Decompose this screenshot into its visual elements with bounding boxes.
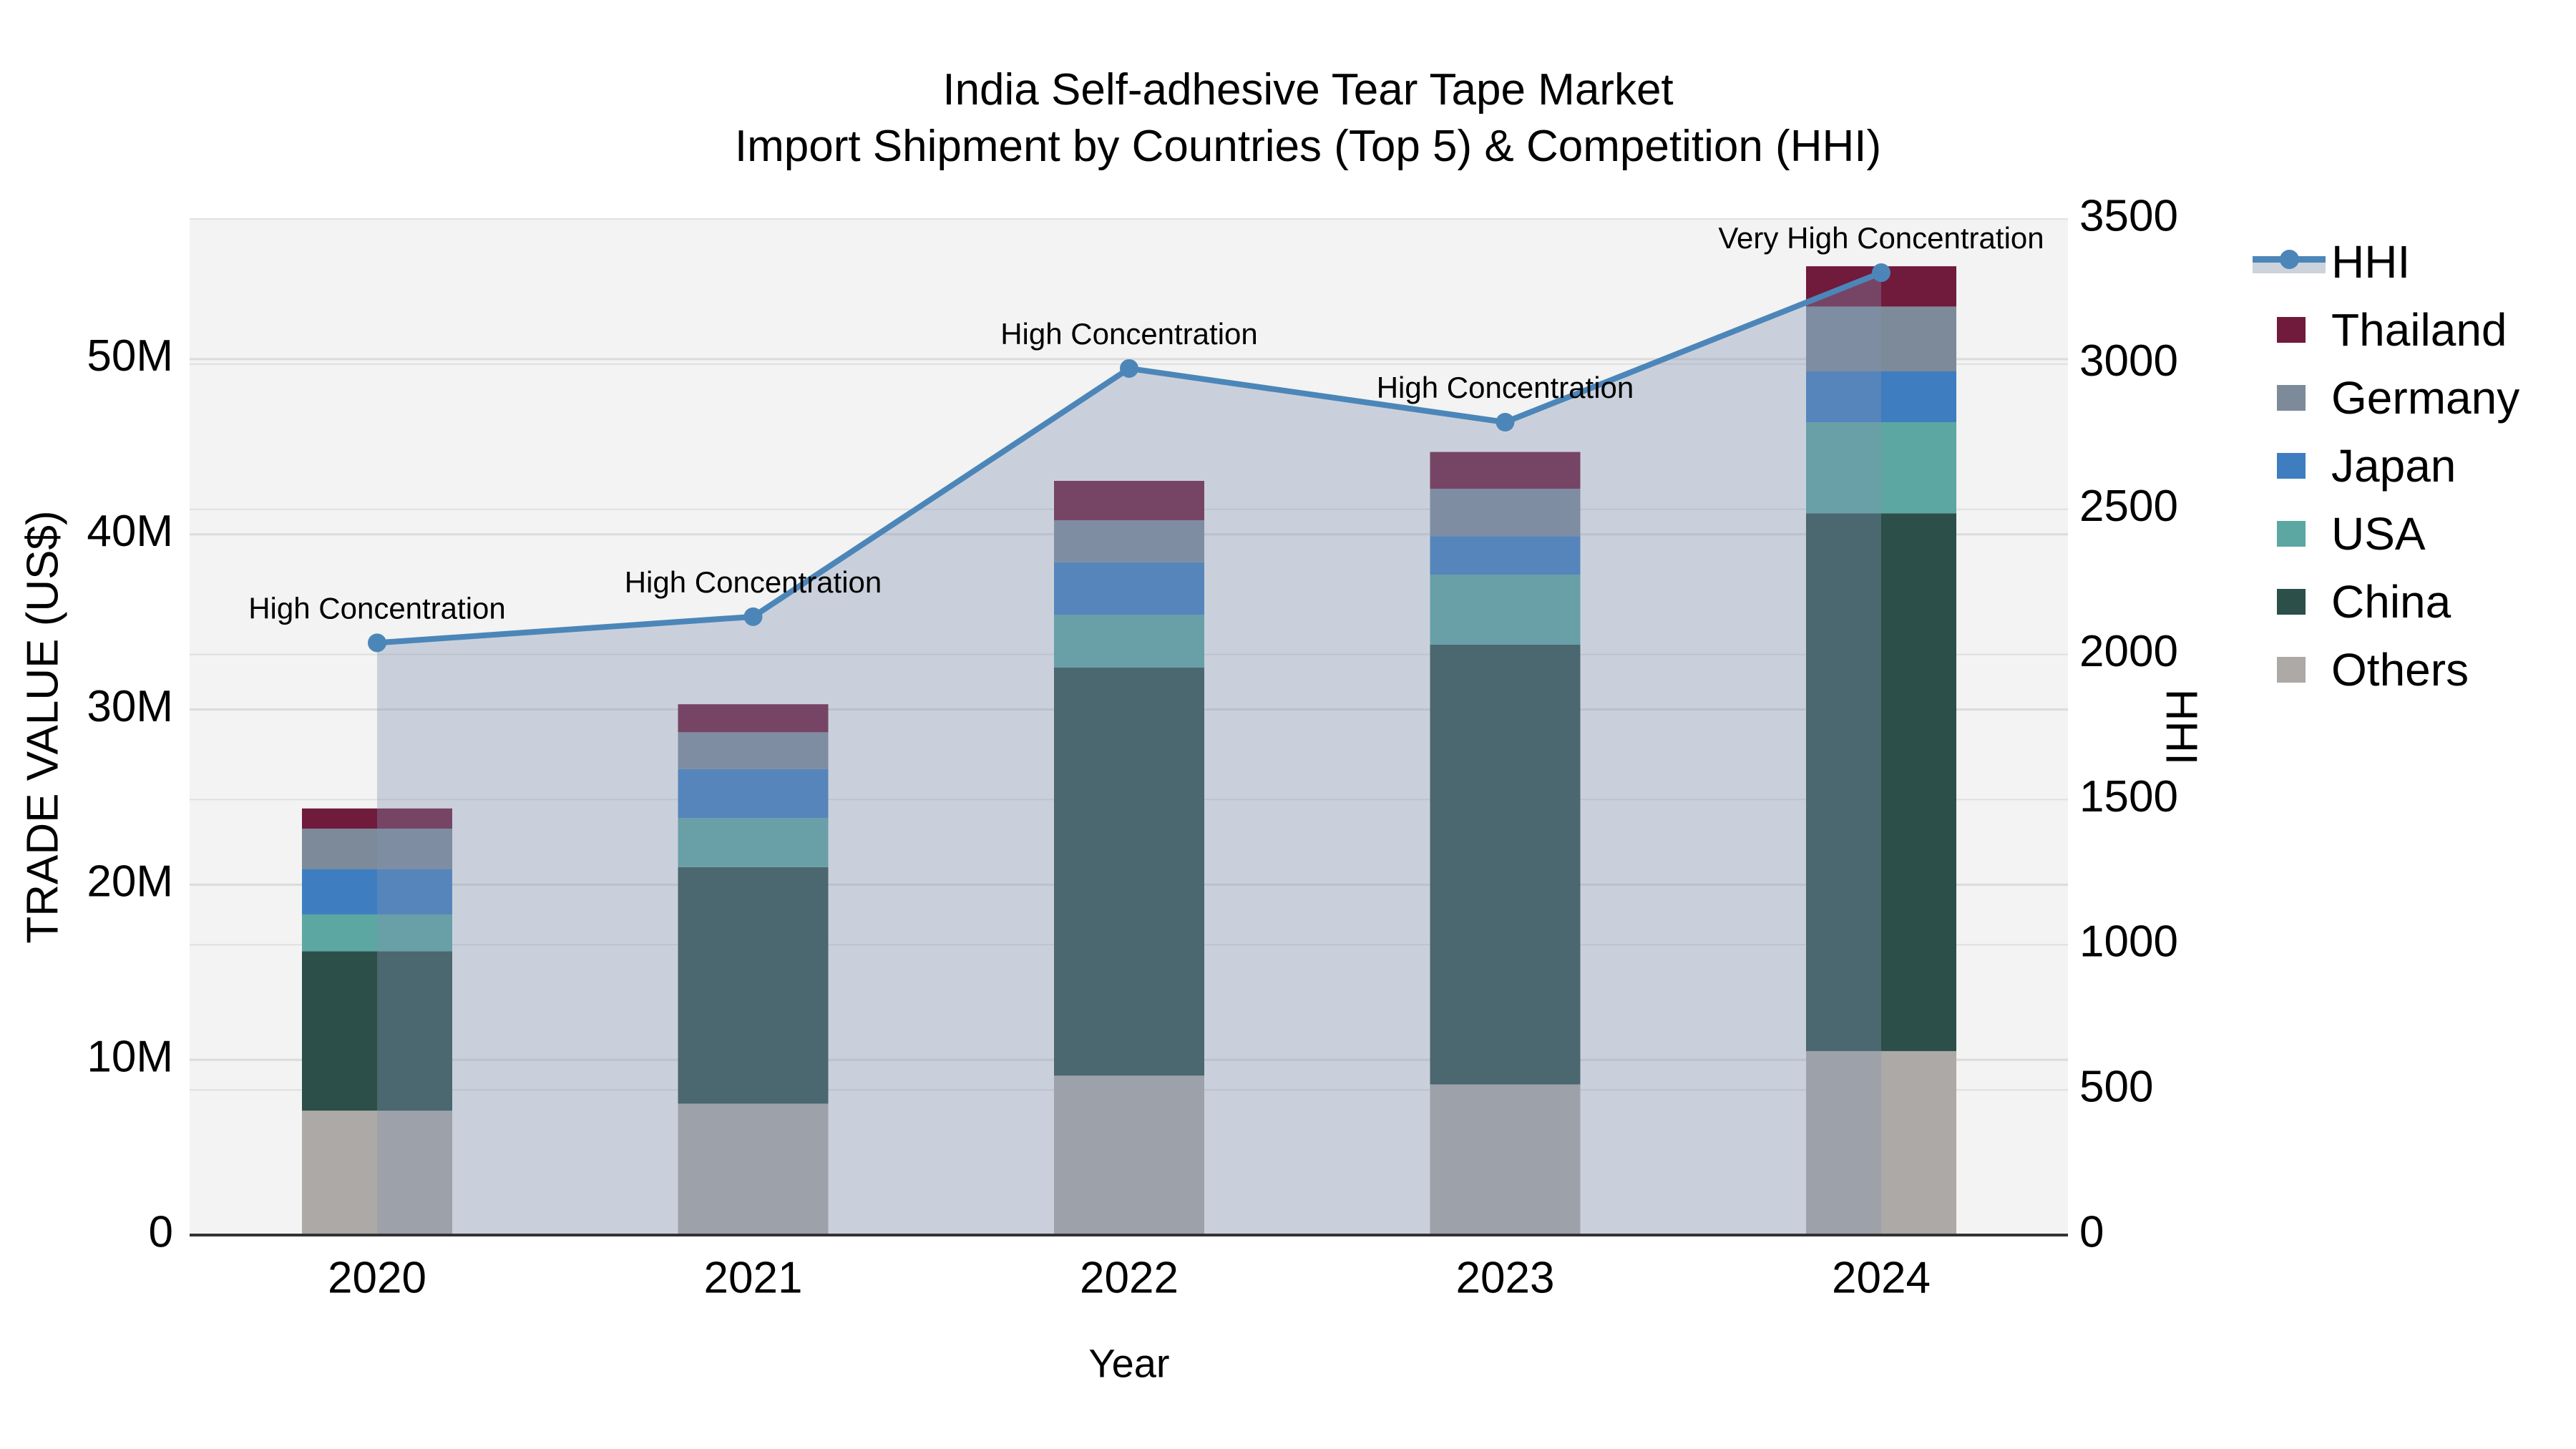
bar-segment-japan-2022[interactable] — [1054, 562, 1204, 615]
bar-segment-china-2022[interactable] — [1054, 667, 1204, 1076]
bar-segment-china-2024[interactable] — [1806, 513, 1956, 1051]
y-left-tick-30M: 30M — [87, 682, 173, 731]
bar-segment-usa-2022[interactable] — [1054, 615, 1204, 668]
annotation-2023: High Concentration — [1377, 371, 1634, 404]
y-left-tick-10M: 10M — [87, 1033, 173, 1082]
x-tick-2023: 2023 — [1456, 1253, 1555, 1302]
hhi-marker-2021[interactable] — [743, 607, 763, 626]
y-left-tick-40M: 40M — [87, 507, 173, 556]
bar-segment-germany-2022[interactable] — [1054, 520, 1204, 562]
legend-label-germany: Germany — [2331, 371, 2520, 424]
legend-label-usa: USA — [2331, 507, 2426, 560]
bar-segment-germany-2021[interactable] — [678, 732, 829, 769]
legend-label-china: China — [2331, 575, 2451, 628]
bar-segment-japan-2020[interactable] — [302, 869, 452, 914]
legend-label-others: Others — [2331, 643, 2469, 696]
legend-swatch-germany — [2277, 384, 2306, 411]
y-axis-title-left: TRADE VALUE (US$) — [18, 510, 68, 944]
y-right-tick-3500: 3500 — [2079, 191, 2178, 240]
annotation-2020: High Concentration — [248, 591, 506, 625]
legend-label-thailand: Thailand — [2331, 303, 2507, 356]
legend-item-usa[interactable]: USA — [2253, 499, 2519, 567]
y-right-tick-1500: 1500 — [2079, 772, 2178, 821]
y-left-tick-0: 0 — [149, 1207, 173, 1257]
bar-segment-others-2020[interactable] — [302, 1111, 452, 1235]
bar-segment-germany-2024[interactable] — [1806, 306, 1956, 371]
legend-item-others[interactable]: Others — [2253, 635, 2519, 703]
hhi-marker-2022[interactable] — [1120, 358, 1138, 378]
bar-segment-usa-2020[interactable] — [302, 914, 452, 952]
bar-segment-japan-2024[interactable] — [1806, 371, 1956, 422]
legend-swatch-others — [2277, 656, 2306, 683]
legend-item-thailand[interactable]: Thailand — [2253, 296, 2519, 364]
bar-segment-others-2021[interactable] — [678, 1103, 829, 1235]
bar-segment-japan-2021[interactable] — [678, 769, 829, 819]
y-right-tick-1000: 1000 — [2079, 917, 2178, 967]
hhi-area-fill — [377, 273, 1881, 1235]
y-left-tick-50M: 50M — [87, 331, 173, 381]
bar-segment-japan-2023[interactable] — [1430, 536, 1581, 575]
legend-label-japan: Japan — [2331, 439, 2457, 492]
bar-segment-others-2023[interactable] — [1430, 1084, 1581, 1235]
bar-segment-china-2023[interactable] — [1430, 644, 1581, 1085]
x-axis-title: Year — [1088, 1340, 1170, 1386]
y-right-tick-3000: 3000 — [2079, 336, 2178, 386]
bar-segment-thailand-2020[interactable] — [302, 808, 452, 829]
bar-segment-germany-2023[interactable] — [1430, 489, 1581, 537]
x-tick-2021: 2021 — [704, 1253, 803, 1302]
legend-item-germany[interactable]: Germany — [2253, 364, 2519, 431]
x-tick-2022: 2022 — [1080, 1253, 1179, 1302]
bar-segment-thailand-2021[interactable] — [678, 704, 829, 733]
bar-segment-germany-2020[interactable] — [302, 829, 452, 869]
bar-segment-usa-2023[interactable] — [1430, 575, 1581, 645]
x-tick-2020: 2020 — [328, 1253, 426, 1302]
legend: HHI Thailand Germany Japan USA China Others — [2253, 228, 2519, 703]
legend-swatch-usa — [2277, 520, 2306, 547]
legend-swatch-thailand — [2277, 316, 2306, 343]
hhi-marker-2023[interactable] — [1496, 413, 1515, 431]
bar-segment-thailand-2023[interactable] — [1430, 452, 1581, 489]
legend-swatch-japan — [2277, 452, 2306, 479]
bar-segment-usa-2021[interactable] — [678, 818, 829, 867]
annotation-2022: High Concentration — [1000, 317, 1258, 351]
y-right-tick-0: 0 — [2079, 1207, 2104, 1257]
bar-segment-china-2021[interactable] — [678, 867, 829, 1104]
hhi-marker-2024[interactable] — [1872, 263, 1890, 283]
chart-title-line2: Import Shipment by Countries (Top 5) & C… — [734, 122, 1882, 171]
hhi-marker-dot-icon — [2280, 249, 2299, 269]
annotation-2024: Very High Concentration — [1718, 221, 2044, 255]
bar-segment-others-2022[interactable] — [1054, 1075, 1204, 1235]
hhi-line-legend-icon — [2253, 249, 2326, 275]
bar-segment-thailand-2022[interactable] — [1054, 481, 1204, 521]
y-right-tick-2000: 2000 — [2079, 627, 2178, 676]
chart-title: India Self-adhesive Tear Tape Market Imp… — [40, 62, 2576, 175]
y-axis-title-right: HHI — [2156, 688, 2206, 766]
bar-segment-usa-2024[interactable] — [1806, 422, 1956, 514]
y-right-tick-2500: 2500 — [2079, 482, 2178, 531]
annotation-2021: High Concentration — [625, 565, 882, 599]
legend-item-hhi[interactable]: HHI — [2253, 228, 2519, 296]
y-left-tick-20M: 20M — [87, 857, 173, 907]
chart-title-line1: India Self-adhesive Tear Tape Market — [942, 65, 1674, 114]
legend-item-japan[interactable]: Japan — [2253, 431, 2519, 499]
bar-segment-china-2020[interactable] — [302, 951, 452, 1111]
bar-segment-others-2024[interactable] — [1806, 1050, 1956, 1235]
y-right-tick-500: 500 — [2079, 1063, 2153, 1112]
legend-label-hhi: HHI — [2331, 235, 2411, 288]
hhi-marker-2020[interactable] — [368, 633, 386, 653]
legend-swatch-china — [2277, 588, 2306, 615]
legend-item-china[interactable]: China — [2253, 567, 2519, 635]
x-tick-2024: 2024 — [1832, 1253, 1931, 1302]
